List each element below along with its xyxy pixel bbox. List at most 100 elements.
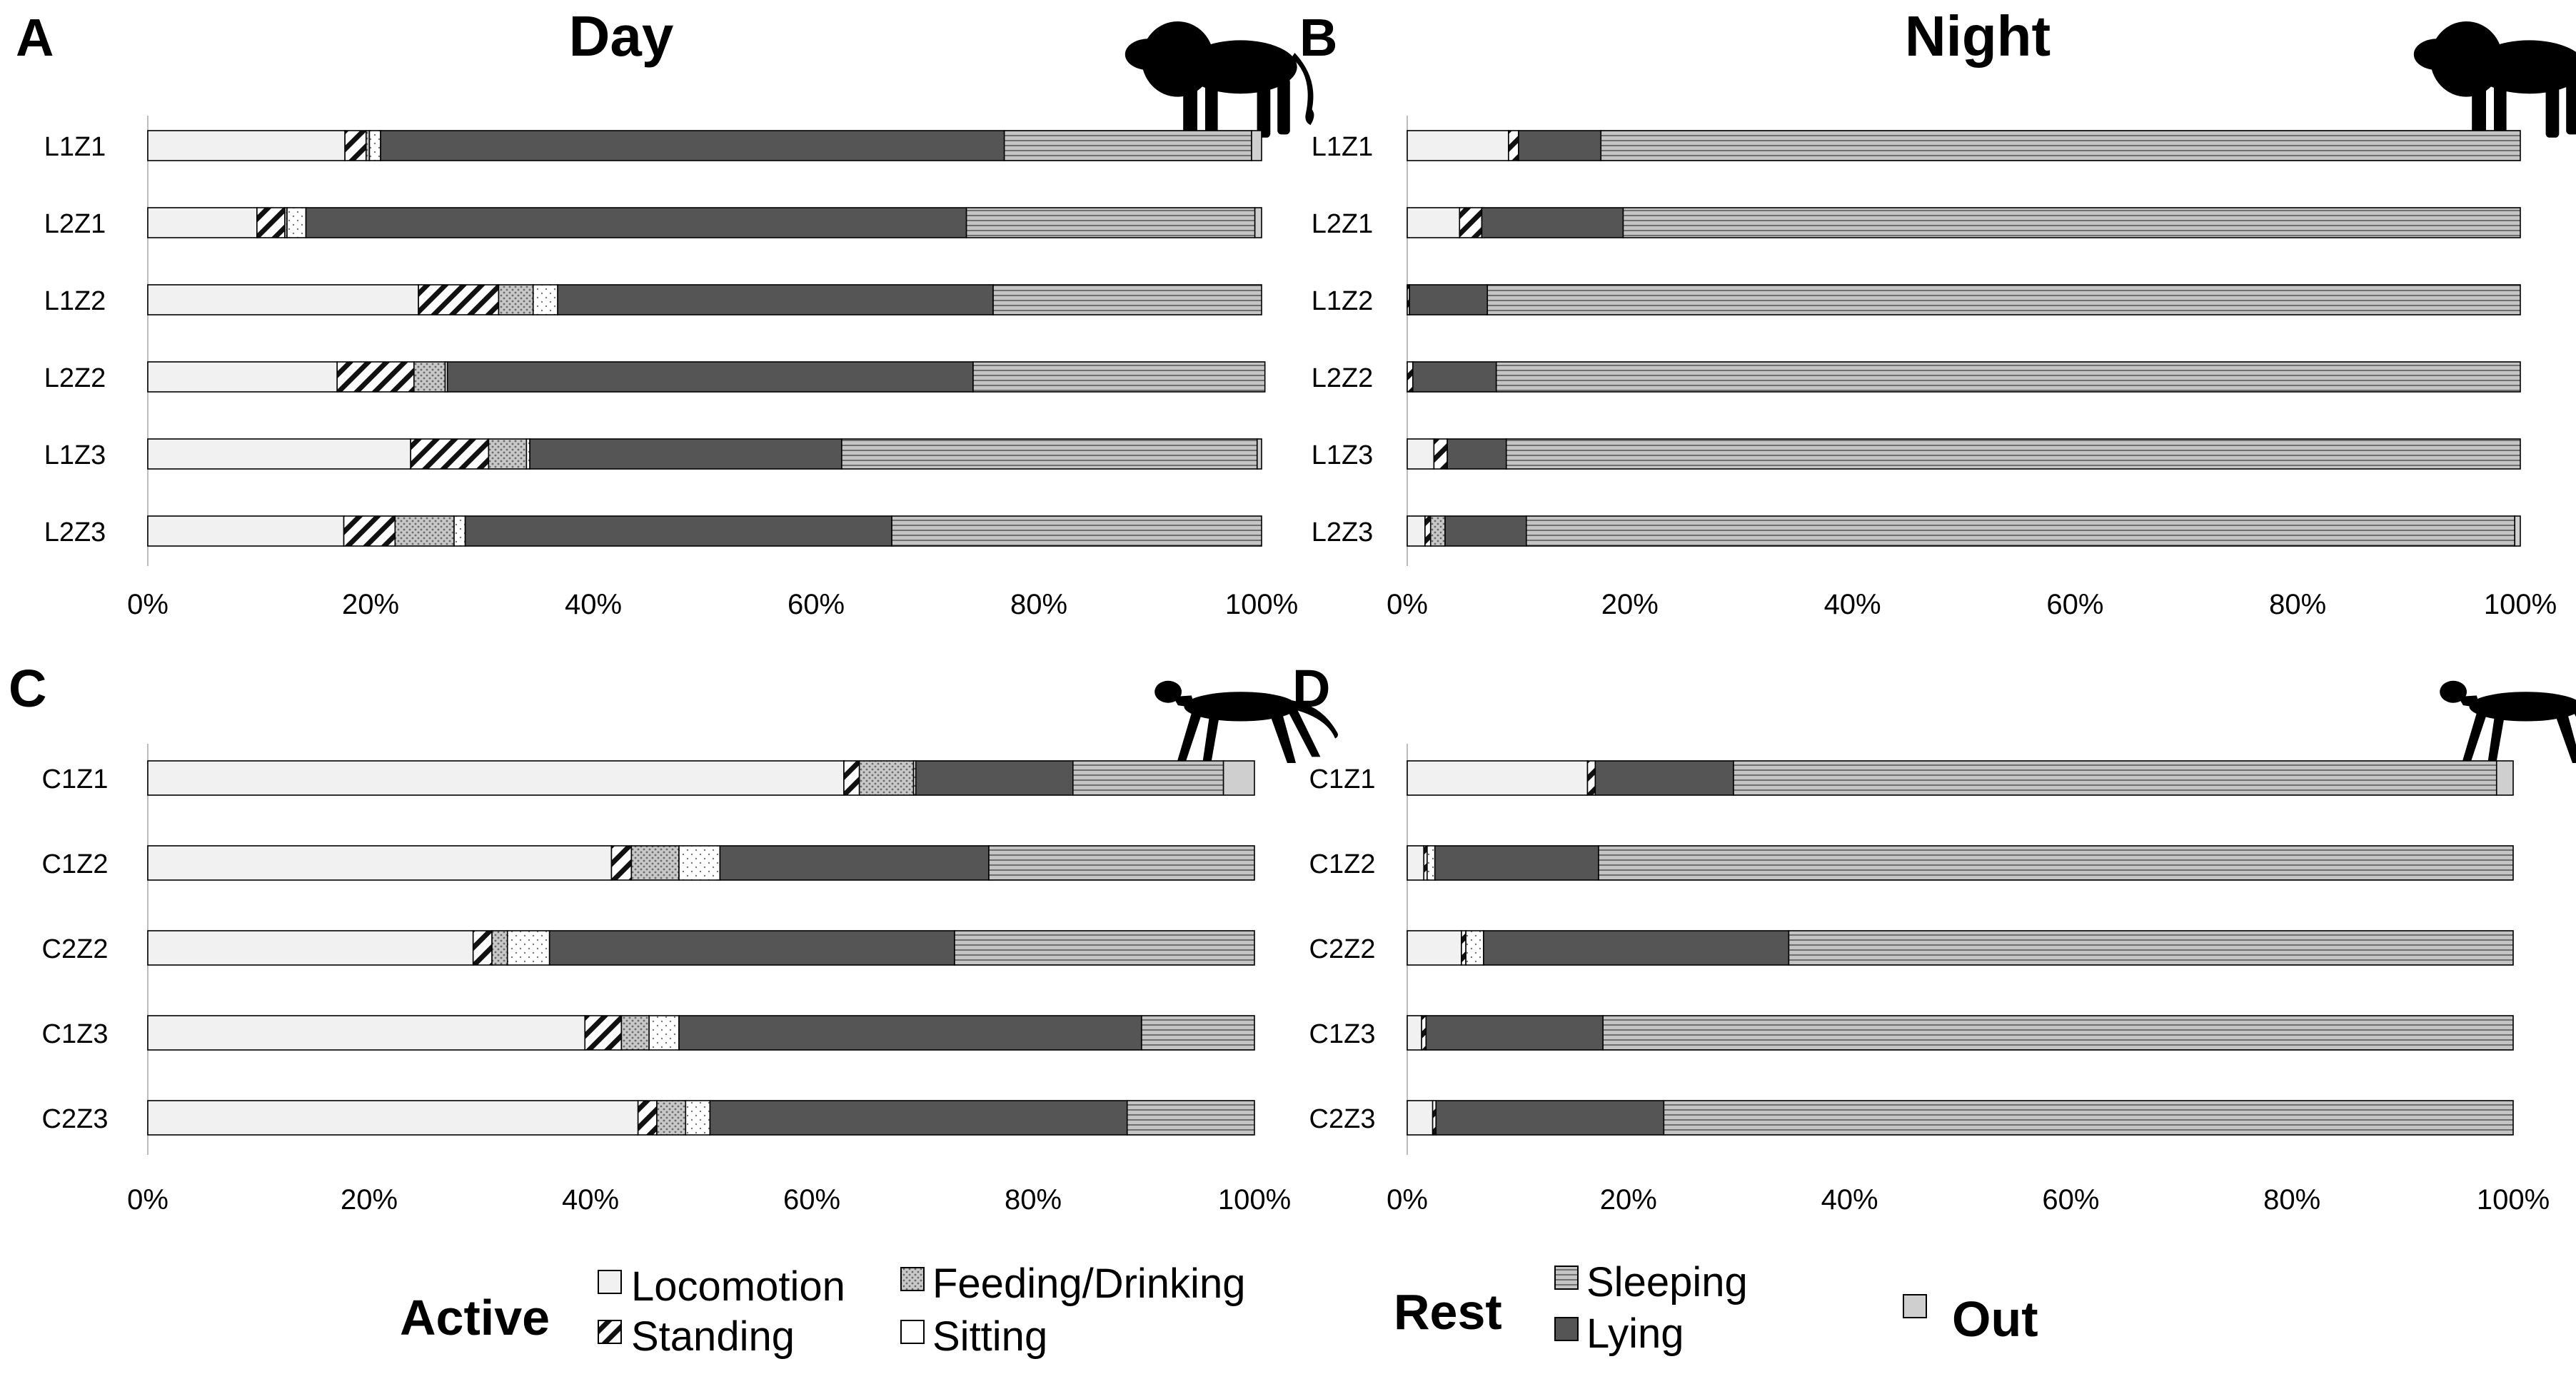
panel-d-chart: 0% 20% 40% 60% 80% 100% C1Z1 C1Z2 C2Z2 C1Z3 C2Z3: [1309, 744, 2550, 1216]
bar-segment-lying: [915, 760, 1074, 796]
x-tick-label: 80%: [2269, 589, 2326, 620]
legend-label-locomotion: Locomotion: [631, 1263, 845, 1310]
lion-icon: [2413, 21, 2576, 138]
bar-segment-standing: [843, 760, 860, 796]
panel-c-chart: 0% 20% 40% 60% 80% 100% C1Z1 C1Z2 C2Z2 C1Z3 C2Z3: [42, 744, 1291, 1216]
x-tick-label: 60%: [788, 589, 845, 620]
panel-a-title: Day: [569, 4, 674, 68]
bar-segment-out: [1256, 438, 1262, 470]
x-tick-label: 20%: [341, 1184, 398, 1216]
bar-segment-locomotion: [147, 930, 474, 966]
lion-icon: [1125, 21, 1314, 138]
bar-segment-lying: [1435, 1100, 1665, 1136]
category-label: L1Z3: [44, 440, 106, 470]
x-tick-label: 60%: [2042, 1184, 2099, 1216]
bar-segment-sleeping: [1126, 1100, 1255, 1136]
legend-swatch-sitting: [900, 1320, 925, 1344]
legend-swatch-locomotion: [598, 1270, 622, 1294]
bar-segment-standing: [1586, 760, 1596, 796]
bar-segment-locomotion: [147, 361, 338, 393]
category-label: C2Z2: [1309, 934, 1376, 964]
bar-segment-lying: [305, 207, 967, 238]
bar-segment-out: [1254, 207, 1262, 238]
bar-segment-sleeping: [992, 284, 1262, 315]
x-tick-label: 100%: [2484, 589, 2557, 620]
panel-b-chart: 0% 20% 40% 60% 80% 100% L1Z1 L2Z1 L1Z2 L2Z2 L1Z3 L2…: [1312, 116, 2557, 620]
legend-label-lying: Lying: [1586, 1310, 1684, 1357]
bar-segment-locomotion: [147, 515, 345, 547]
category-label: C2Z3: [1309, 1104, 1376, 1134]
legend-label-sleeping: Sleeping: [1586, 1259, 1748, 1305]
bar-segment-locomotion: [147, 284, 419, 315]
bar-segment-sleeping: [1600, 130, 2521, 161]
bar-segment-feeding-drinking: [488, 438, 528, 470]
bar-segment-sleeping: [954, 930, 1255, 966]
x-tick-label: 80%: [1005, 1184, 1062, 1216]
bar-segment-locomotion: [1407, 1100, 1434, 1136]
panel-label-a: A: [16, 8, 54, 67]
bar-segment-sitting: [678, 845, 721, 881]
legend-label-standing: Standing: [631, 1313, 795, 1360]
category-label: L2Z3: [1312, 517, 1374, 547]
x-tick-label: 100%: [2477, 1184, 2550, 1216]
category-label: C1Z2: [42, 849, 109, 879]
bar-segment-sleeping: [1495, 361, 2521, 393]
bar-segment-standing: [1407, 361, 1414, 393]
bar-segment-sleeping: [988, 845, 1255, 881]
panel-label-c: C: [9, 659, 46, 718]
bar-segment-out: [2514, 515, 2521, 547]
bar-segment-feeding-drinking: [491, 930, 508, 966]
bar-segment-out: [1251, 130, 1262, 161]
bar-segment-locomotion: [1407, 438, 1435, 470]
bar-segment-sitting: [685, 1100, 711, 1136]
bar-segment-locomotion: [1407, 515, 1426, 547]
bar-segment-locomotion: [147, 845, 613, 881]
x-tick-label: 40%: [1821, 1184, 1878, 1216]
bar-segment-locomotion: [1407, 207, 1461, 238]
category-label: C2Z2: [42, 934, 109, 964]
bar-segment-standing: [256, 207, 286, 238]
legend-swatch-out: [1903, 1294, 1927, 1318]
bar-segment-standing: [418, 284, 500, 315]
category-label: L1Z2: [44, 286, 106, 316]
category-label: C1Z3: [1309, 1019, 1376, 1049]
bar-segment-lying: [1483, 930, 1790, 966]
bar-segment-standing: [1461, 930, 1466, 966]
bar-segment-lying: [446, 361, 974, 393]
bar-segment-standing: [343, 515, 396, 547]
bar-segment-sitting: [286, 207, 307, 238]
x-tick-label: 60%: [2046, 589, 2103, 620]
legend-label-out: Out: [1952, 1291, 2038, 1347]
legend-swatch-sleeping: [1554, 1266, 1579, 1290]
bar-segment-lying: [719, 845, 990, 881]
x-tick-label: 40%: [562, 1184, 619, 1216]
bar-segment-locomotion: [1407, 845, 1425, 881]
bar-segment-locomotion: [147, 438, 411, 470]
category-label: L2Z2: [44, 363, 106, 393]
bar-segment-locomotion: [147, 760, 845, 796]
category-label: L1Z1: [44, 132, 106, 162]
bar-segment-lying: [548, 930, 955, 966]
bar-segment-feeding-drinking: [656, 1100, 687, 1136]
bar-segment-standing: [1459, 207, 1483, 238]
bar-segment-feeding-drinking: [858, 760, 915, 796]
bar-segment-locomotion: [147, 130, 346, 161]
bar-segment-standing: [1421, 1015, 1427, 1051]
bar-segment-sitting: [453, 515, 466, 547]
bar-segment-sitting: [1427, 845, 1436, 881]
legend-rest-label: Rest: [1394, 1284, 1502, 1340]
bar-segment-lying: [709, 1100, 1128, 1136]
bar-segment-out: [1222, 760, 1255, 796]
x-tick-label: 40%: [1824, 589, 1881, 620]
bar-segment-sitting: [648, 1015, 680, 1051]
bar-segment-lying: [678, 1015, 1142, 1051]
bar-segment-standing: [584, 1015, 623, 1051]
bar-segment-sleeping: [841, 438, 1258, 470]
bar-segment-feeding-drinking: [498, 284, 534, 315]
x-tick-label: 60%: [783, 1184, 840, 1216]
bar-segment-standing: [344, 130, 367, 161]
bar-segment-sleeping: [1622, 207, 2521, 238]
bar-segment-lying: [1518, 130, 1602, 161]
bar-segment-standing: [610, 845, 633, 881]
